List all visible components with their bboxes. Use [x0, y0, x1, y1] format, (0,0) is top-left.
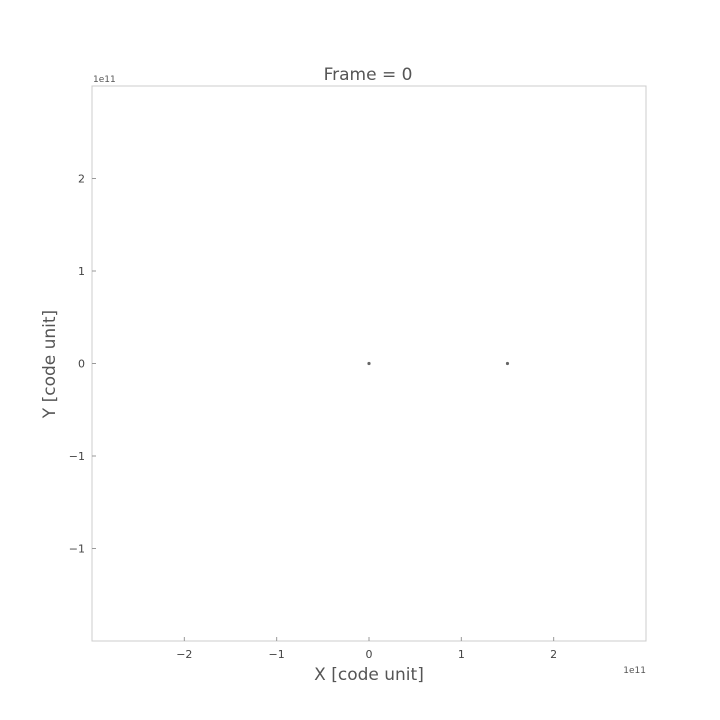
chart-title: Frame = 0 [324, 65, 413, 85]
x-axis-label: X [code unit] [314, 665, 424, 685]
x-tick-label: 1 [458, 648, 465, 661]
x-tick-label: 0 [366, 648, 373, 661]
x-tick-label: 2 [550, 648, 557, 661]
data-point [505, 361, 510, 366]
y-tick-label: 1 [78, 265, 85, 278]
y-offset-label: 1e11 [93, 75, 116, 85]
y-axis-ticks: 2 1 0 −1 −1 [69, 173, 96, 556]
data-point [367, 361, 371, 366]
x-tick-label: −2 [176, 648, 192, 661]
x-axis-ticks: −2 −1 0 1 2 [176, 637, 557, 661]
x-offset-label: 1e11 [623, 666, 646, 676]
y-axis-label: Y [code unit] [40, 310, 60, 419]
y-tick-label: −1 [69, 543, 85, 556]
y-tick-label: 0 [78, 358, 85, 371]
y-tick-label: 2 [78, 173, 85, 186]
y-tick-label: −1 [69, 450, 85, 463]
data-points [367, 361, 510, 366]
x-tick-label: −1 [269, 648, 285, 661]
